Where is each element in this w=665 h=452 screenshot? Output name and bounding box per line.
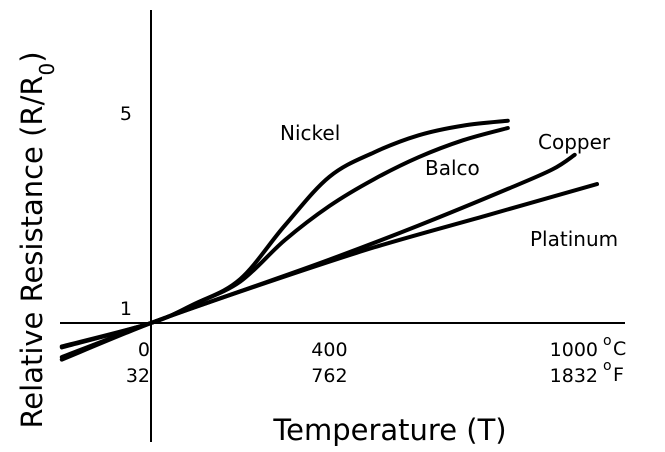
y-axis-title-close: ) — [15, 51, 49, 62]
x-tick-labels: 0 32 400 762 1000 1832 — [126, 339, 598, 387]
x-tick-label-celsius-400: 400 — [311, 339, 347, 361]
x-tick-label-fahrenheit-32: 32 — [126, 365, 150, 387]
series-line-platinum — [59, 182, 599, 360]
series-label-copper: Copper — [538, 130, 611, 154]
x-tick-label-fahrenheit-1832: 1832 — [550, 365, 598, 387]
x-axis-units: o C o F — [603, 333, 626, 386]
y-tick-labels: 15 — [120, 103, 132, 320]
x-tick-label-celsius-1000: 1000 — [550, 339, 598, 361]
y-axis-title: Relative Resistance (R/R0) — [15, 51, 59, 428]
x-axis-title: Temperature (T) — [272, 413, 506, 447]
series-labels: Nickel Balco Copper Platinum — [280, 121, 618, 251]
y-tick-label-1: 1 — [120, 298, 132, 320]
celsius-degree-mark: o — [603, 333, 612, 349]
y-axis-title-subscript: 0 — [35, 63, 59, 76]
series-curves — [59, 118, 599, 362]
x-tick-label-fahrenheit-762: 762 — [311, 365, 347, 387]
celsius-unit: C — [613, 338, 626, 360]
y-tick-label-5: 5 — [120, 103, 132, 125]
fahrenheit-degree-mark: o — [603, 358, 612, 374]
series-label-balco: Balco — [425, 156, 480, 180]
series-label-nickel: Nickel — [280, 121, 340, 145]
fahrenheit-unit: F — [613, 364, 624, 386]
series-label-platinum: Platinum — [530, 227, 618, 251]
y-axis-title-main: Relative Resistance (R/R — [15, 76, 49, 429]
x-tick-label-celsius-0: 0 — [138, 339, 150, 361]
